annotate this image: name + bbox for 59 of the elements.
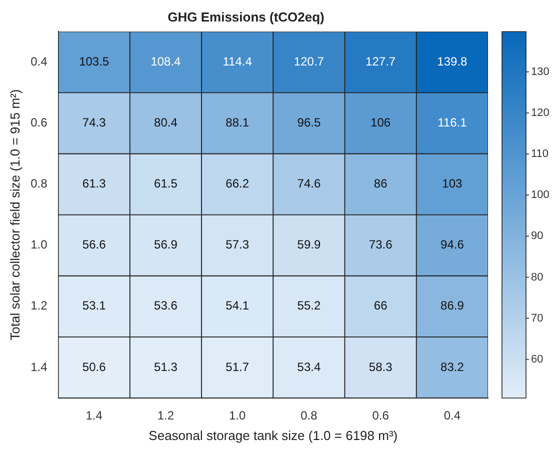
- x-tick-label: 1.0: [228, 408, 246, 423]
- y-tick-label: 0.6: [30, 116, 48, 130]
- y-tick-label: 0.8: [30, 176, 48, 191]
- color-bar-label: 130: [531, 66, 550, 78]
- color-bar-label: 70: [531, 312, 544, 324]
- color-bar-label: 80: [531, 271, 544, 284]
- data-label: 50.6: [82, 360, 106, 374]
- data-label: 51.7: [226, 360, 250, 374]
- data-label: 66.2: [226, 176, 250, 191]
- data-label: 74.6: [297, 176, 321, 191]
- data-label: 96.5: [297, 116, 321, 130]
- color-bar-label: 100: [531, 189, 550, 202]
- data-label: 51.3: [154, 360, 178, 374]
- data-label: 59.9: [297, 238, 321, 252]
- x-tick-label: 0.8: [300, 408, 318, 423]
- y-axis-title: Total solar collector field size (1.0 = 915 m²): [7, 89, 22, 340]
- data-label: 86: [374, 176, 388, 191]
- data-label: 80.4: [154, 116, 178, 130]
- data-label: 55.2: [297, 298, 321, 313]
- data-label: 53.1: [82, 298, 106, 313]
- data-label: 88.1: [226, 116, 250, 130]
- data-label: 103: [442, 176, 463, 191]
- data-label: 56.6: [82, 238, 106, 252]
- data-label: 120.7: [294, 54, 324, 68]
- data-label: 53.4: [297, 360, 321, 374]
- color-bar-label: 110: [531, 148, 549, 160]
- x-tick-label: 1.2: [157, 408, 174, 423]
- x-axis-title: Seasonal storage tank size (1.0 = 6198 m³): [148, 428, 398, 443]
- color-bar-label: 90: [531, 230, 544, 242]
- data-label: 103.5: [79, 54, 110, 68]
- data-label: 54.1: [226, 298, 250, 313]
- x-tick-label: 0.6: [372, 408, 390, 423]
- y-tick-label: 1.4: [30, 360, 48, 374]
- data-label: 106: [370, 116, 391, 130]
- data-label: 61.3: [82, 176, 106, 191]
- chart-title: GHG Emissions (tCO2eq): [168, 9, 324, 24]
- x-tick-label: 1.4: [86, 408, 103, 423]
- data-label: 66: [374, 298, 388, 313]
- data-label: 108.4: [150, 54, 182, 68]
- data-label: 127.7: [366, 54, 396, 68]
- data-label: 61.5: [154, 176, 178, 191]
- data-label: 57.3: [226, 238, 250, 252]
- data-label: 83.2: [440, 360, 464, 374]
- x-tick-label: 0.4: [444, 408, 461, 423]
- data-label: 114.4: [222, 54, 252, 68]
- y-tick-label: 0.4: [30, 54, 48, 68]
- data-label: 94.6: [440, 238, 464, 252]
- data-label: 56.9: [154, 238, 178, 252]
- y-tick-label: 1.2: [30, 298, 48, 313]
- data-label: 53.6: [154, 298, 178, 313]
- color-bar-label: 120: [531, 106, 550, 119]
- color-bar-label: 60: [531, 353, 544, 366]
- data-label: 86.9: [440, 298, 464, 313]
- data-label: 73.6: [368, 238, 393, 252]
- data-label: 74.3: [82, 116, 106, 130]
- y-tick-label: 1.0: [30, 238, 48, 252]
- data-label: 116.1: [438, 116, 468, 130]
- data-label: 58.3: [368, 360, 393, 374]
- data-label: 139.8: [437, 54, 468, 68]
